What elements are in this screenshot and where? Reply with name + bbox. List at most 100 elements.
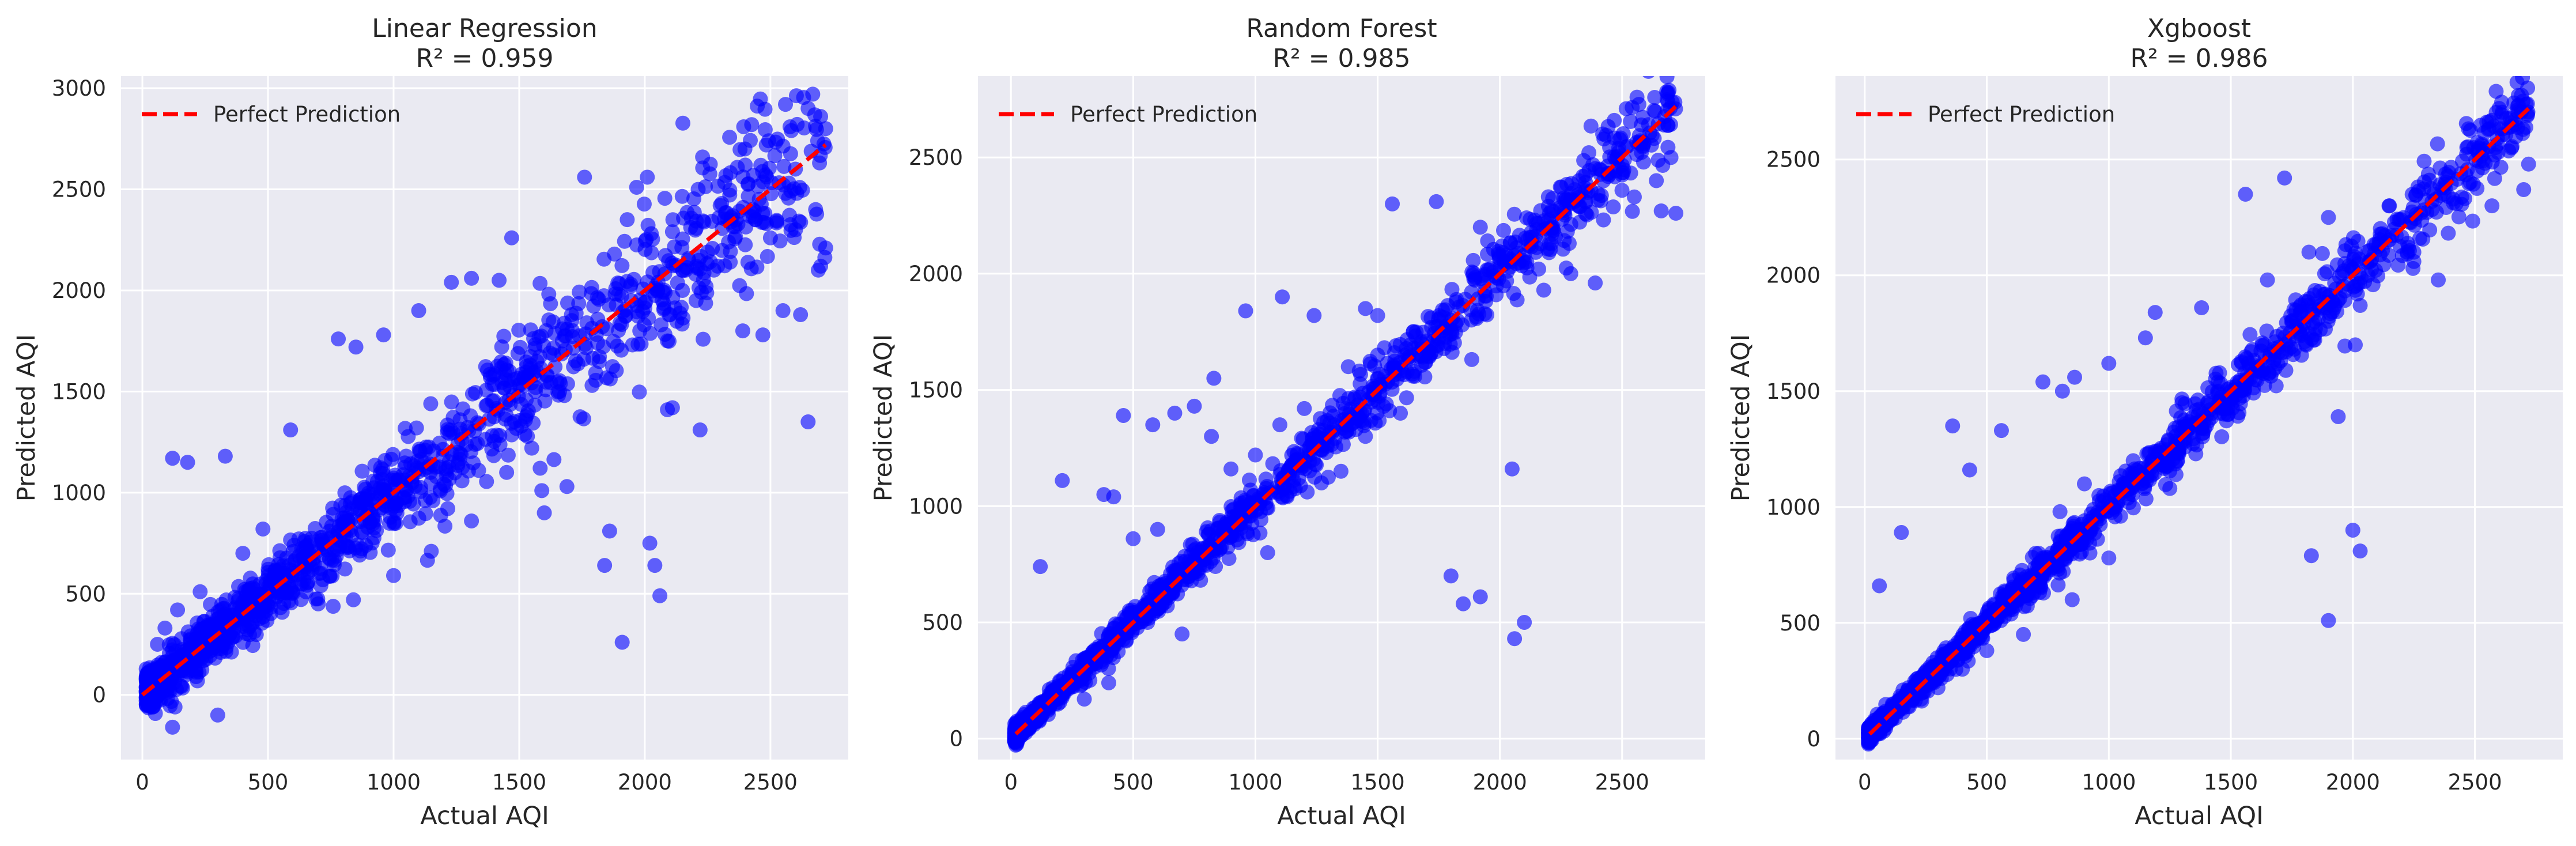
x-tick-label: 500 xyxy=(1113,770,1154,795)
data-point xyxy=(1531,261,1547,277)
data-point xyxy=(1647,89,1663,105)
data-point xyxy=(384,501,399,516)
data-point xyxy=(601,297,617,313)
data-point xyxy=(2515,93,2530,109)
data-point xyxy=(1872,578,1887,594)
data-point xyxy=(145,699,160,715)
data-point xyxy=(723,254,738,270)
x-tick-label: 1500 xyxy=(1350,770,1404,795)
data-point xyxy=(1917,665,1932,681)
data-point xyxy=(2332,269,2347,284)
data-point xyxy=(655,284,671,300)
data-point xyxy=(1191,566,1206,581)
data-point xyxy=(492,273,507,288)
data-point xyxy=(778,186,794,201)
legend-label: Perfect Prediction xyxy=(213,102,401,127)
data-point xyxy=(588,365,603,380)
data-point xyxy=(2321,613,2336,628)
data-point xyxy=(784,123,799,138)
data-point xyxy=(2430,136,2445,152)
data-point xyxy=(1668,206,1684,221)
data-point xyxy=(486,448,501,463)
data-point xyxy=(2050,528,2066,544)
data-point xyxy=(380,542,396,558)
data-point xyxy=(1861,735,1876,750)
data-point xyxy=(471,463,486,478)
data-point xyxy=(165,451,180,466)
data-point xyxy=(1464,352,1479,367)
data-point xyxy=(1437,302,1453,318)
data-point xyxy=(710,258,726,274)
x-tick-label: 2000 xyxy=(2326,770,2380,795)
data-point xyxy=(283,422,299,438)
data-point xyxy=(2211,383,2226,399)
data-point xyxy=(560,295,575,311)
data-point xyxy=(1536,282,1551,298)
data-point xyxy=(722,182,738,198)
data-point xyxy=(367,458,383,473)
data-point xyxy=(2277,170,2292,186)
data-point xyxy=(1606,199,1621,215)
data-point xyxy=(217,448,233,464)
data-point xyxy=(2504,140,2520,156)
data-point xyxy=(2297,334,2313,349)
data-point xyxy=(175,680,190,696)
data-point xyxy=(479,474,494,489)
data-point xyxy=(618,302,633,318)
data-point xyxy=(788,88,804,104)
data-point xyxy=(1563,217,1578,232)
data-point xyxy=(547,359,563,375)
data-point xyxy=(1623,114,1638,129)
data-point xyxy=(776,158,792,174)
y-tick-label: 2500 xyxy=(52,177,106,202)
data-point xyxy=(607,246,622,262)
data-point xyxy=(1541,245,1557,260)
data-point xyxy=(599,321,614,337)
data-point xyxy=(736,119,751,134)
data-point xyxy=(2515,126,2530,141)
data-point xyxy=(1187,398,1202,414)
data-point xyxy=(818,240,833,256)
y-tick-label: 0 xyxy=(1807,727,1820,751)
data-point xyxy=(300,565,316,581)
data-point xyxy=(1206,371,1222,386)
data-point xyxy=(247,586,263,602)
y-tick-label: 3000 xyxy=(52,76,106,101)
chart-title: Xgboost xyxy=(2147,14,2251,43)
data-point xyxy=(401,429,416,444)
data-point xyxy=(608,281,624,296)
data-point xyxy=(543,296,558,311)
data-point xyxy=(2242,327,2258,342)
data-point xyxy=(2137,330,2153,346)
data-point xyxy=(452,412,468,428)
data-point xyxy=(1626,189,1642,205)
y-tick-label: 2000 xyxy=(909,262,963,286)
data-point xyxy=(2469,163,2485,179)
y-tick-label: 2500 xyxy=(909,145,963,170)
data-point xyxy=(537,505,552,520)
data-point xyxy=(2230,409,2246,424)
data-point xyxy=(1382,403,1397,418)
data-point xyxy=(1607,112,1622,128)
data-point xyxy=(1123,606,1138,621)
data-point xyxy=(2352,298,2368,314)
data-point xyxy=(700,244,715,260)
data-point xyxy=(2248,372,2263,387)
data-point xyxy=(210,707,225,723)
data-point xyxy=(1494,238,1510,254)
data-point xyxy=(1465,267,1481,283)
data-point xyxy=(376,327,391,343)
data-point xyxy=(620,212,635,228)
legend: Perfect Prediction xyxy=(142,102,401,127)
data-point xyxy=(657,191,673,206)
data-point xyxy=(2239,351,2254,367)
data-point xyxy=(2405,199,2421,215)
data-point xyxy=(642,535,658,551)
data-point xyxy=(2072,546,2087,562)
data-point xyxy=(197,620,213,636)
data-point xyxy=(454,473,470,489)
data-point xyxy=(367,512,383,528)
data-point xyxy=(577,169,592,185)
data-point xyxy=(614,258,630,273)
data-point xyxy=(165,719,180,735)
